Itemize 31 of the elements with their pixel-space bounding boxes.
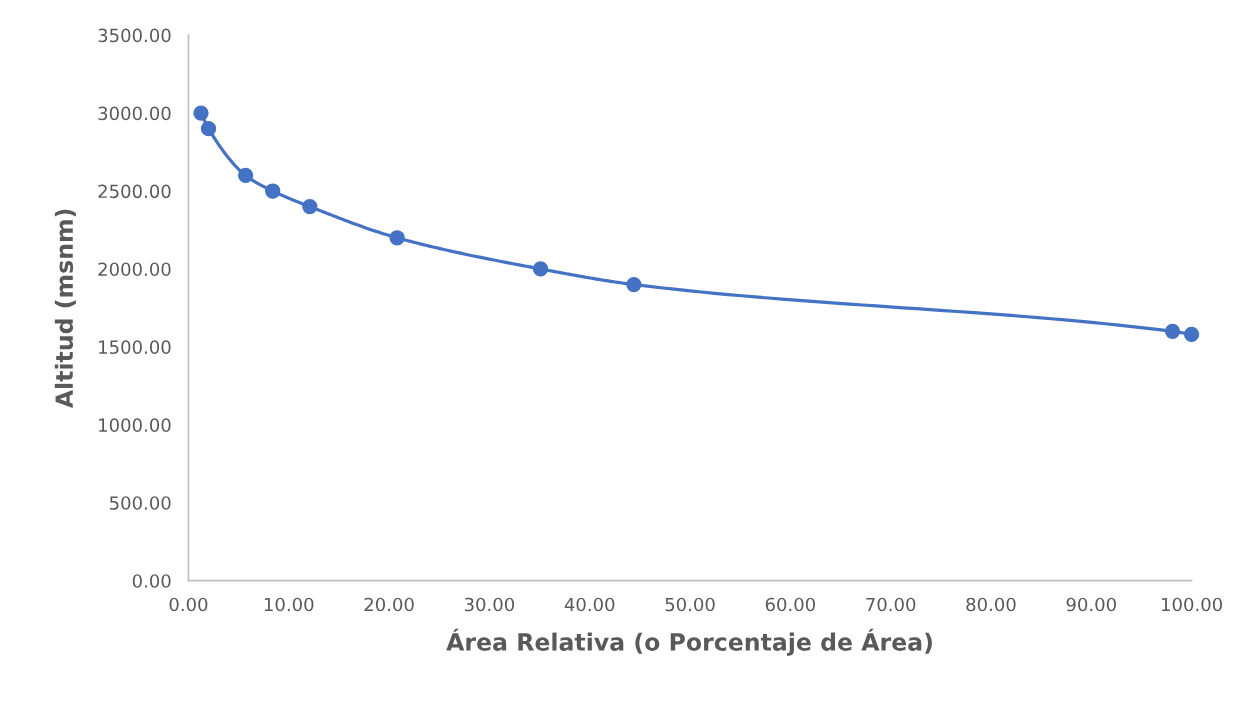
y-tick-label: 3000.00 <box>98 106 171 121</box>
y-tick-label: 1500.00 <box>99 340 171 354</box>
y-tick-label: 1000.00 <box>99 418 171 432</box>
x-tick-label: 40.00 <box>564 597 615 612</box>
point <box>200 121 217 137</box>
y-tick-label: 0.00 <box>132 574 171 588</box>
point <box>265 183 281 199</box>
x-tick-label: 50.00 <box>665 597 715 612</box>
point <box>532 261 549 277</box>
x-tick-label: 60.00 <box>765 597 815 612</box>
x-tick-label: 0.00 <box>169 597 208 612</box>
x-tick-label: 70.00 <box>866 597 916 612</box>
y-axis-title: Altitud (msnm) <box>54 209 76 409</box>
x-tick-label: 90.00 <box>1066 597 1116 612</box>
x-axis-title: Área Relativa (o Porcentaje de Área) <box>446 628 932 656</box>
point <box>626 276 642 293</box>
x-tick-label: 80.00 <box>966 597 1016 612</box>
point <box>193 105 209 121</box>
x-tick-label: 30.00 <box>464 597 515 612</box>
x-tick-label: 20.00 <box>364 597 414 612</box>
x-tick-label: 100.00 <box>1162 597 1222 612</box>
y-tick-label: 3500.00 <box>98 28 171 43</box>
y-tick-label: 2500.00 <box>98 184 171 199</box>
point <box>302 198 318 215</box>
point <box>1183 326 1200 343</box>
y-tick-label: 500.00 <box>110 496 171 510</box>
point <box>237 167 254 184</box>
y-tick-label: 2000.00 <box>98 262 171 277</box>
point <box>1164 323 1181 339</box>
point <box>389 230 405 246</box>
x-tick-label: 10.00 <box>264 597 314 612</box>
